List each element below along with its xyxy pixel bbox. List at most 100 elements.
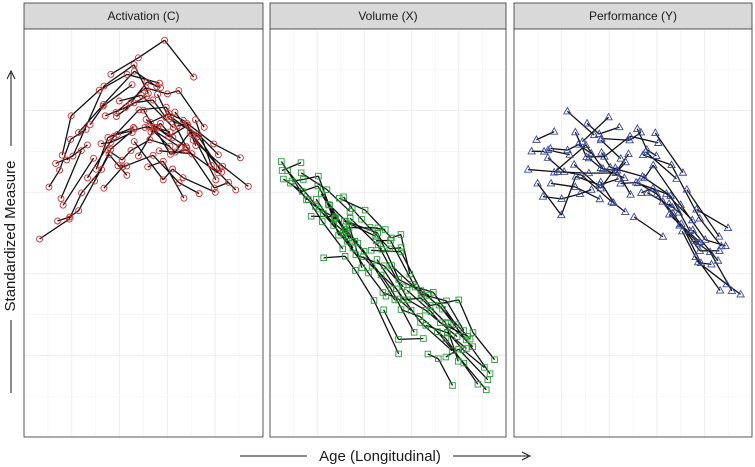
- data-point-square: [370, 297, 378, 304]
- trajectory-segment: [427, 353, 439, 360]
- data-point-square: [324, 201, 332, 208]
- trajectory-segment: [536, 182, 562, 216]
- data-point-circle: [75, 129, 82, 137]
- panel-grid: [269, 28, 507, 438]
- trajectory-segment: [542, 195, 562, 200]
- data-point-circle: [176, 143, 184, 151]
- data-point-circle: [63, 156, 71, 164]
- data-point-circle: [145, 122, 152, 130]
- trajectory-segment: [89, 105, 104, 126]
- data-point-square: [397, 248, 405, 255]
- trajectory-segment: [681, 230, 699, 263]
- data-point-triangle: [715, 285, 725, 294]
- data-point-triangle: [668, 208, 678, 217]
- trajectory-segment: [61, 115, 72, 156]
- data-point-triangle: [695, 213, 705, 222]
- data-point-square: [361, 206, 369, 214]
- data-point-square: [326, 201, 333, 209]
- trajectory-segment: [420, 297, 446, 323]
- data-point-square: [372, 233, 379, 240]
- data-point-square: [339, 230, 347, 237]
- data-point-square: [318, 218, 326, 225]
- data-point-square: [397, 306, 405, 313]
- trajectory-segment: [377, 232, 400, 280]
- trajectory-segment: [550, 182, 576, 188]
- data-point-circle: [128, 129, 136, 137]
- trajectory-segment: [321, 221, 344, 250]
- trajectory-segment: [300, 172, 328, 191]
- data-point-square: [407, 307, 415, 314]
- data-point-circle: [149, 151, 157, 159]
- trajectory-segment: [709, 251, 733, 292]
- data-point-triangle: [715, 246, 724, 254]
- data-point-circle: [107, 70, 115, 78]
- data-point-circle: [195, 190, 203, 198]
- trajectory-segment: [167, 89, 179, 95]
- data-point-triangle: [527, 146, 537, 155]
- data-point-triangle: [652, 189, 662, 198]
- data-point-circle: [169, 165, 177, 173]
- data-point-circle: [156, 79, 163, 87]
- data-point-triangle: [570, 182, 580, 190]
- trajectory-segment: [152, 99, 167, 118]
- data-point-square: [330, 215, 338, 223]
- data-point-circle: [211, 188, 219, 196]
- trajectory-segment: [573, 164, 602, 189]
- trajectory-segment: [182, 119, 215, 145]
- data-point-square: [416, 313, 424, 320]
- trajectory-segment: [364, 209, 392, 239]
- data-point-square: [426, 302, 434, 309]
- data-point-circle: [175, 179, 183, 187]
- trajectory-segment: [586, 122, 600, 135]
- data-point-circle: [135, 106, 143, 114]
- trajectory-segment: [652, 164, 682, 206]
- data-point-triangle: [736, 289, 746, 298]
- trajectory-segment: [103, 64, 135, 87]
- data-point-triangle: [629, 212, 639, 221]
- trajectory-segment: [39, 218, 70, 240]
- trajectory-segment: [642, 154, 672, 166]
- data-point-circle: [114, 162, 122, 170]
- trajectory-segment: [339, 197, 366, 211]
- data-point-square: [474, 380, 482, 388]
- data-point-square: [340, 193, 347, 201]
- panel-1: Activation (C): [23, 2, 264, 438]
- data-point-triangle: [636, 127, 646, 136]
- data-point-circle: [173, 122, 181, 130]
- data-point-square: [336, 195, 343, 202]
- data-point-triangle: [569, 159, 579, 168]
- trajectory-segment: [577, 144, 592, 154]
- data-point-triangle: [577, 170, 586, 179]
- data-point-triangle: [677, 226, 687, 235]
- trajectory-segment: [133, 141, 164, 181]
- data-point-circle: [163, 90, 171, 98]
- data-point-triangle: [674, 207, 684, 216]
- data-point-triangle: [549, 167, 559, 176]
- data-point-triangle: [672, 174, 681, 182]
- trajectory-segment: [669, 195, 691, 232]
- data-point-square: [358, 216, 365, 223]
- data-point-circle: [144, 163, 152, 171]
- trajectory-segment: [420, 321, 453, 352]
- data-point-circle: [69, 152, 77, 160]
- data-point-circle: [156, 119, 164, 127]
- data-point-square: [280, 175, 287, 183]
- data-point-square: [484, 376, 492, 384]
- trajectory-segment: [699, 218, 722, 247]
- trajectory-segment: [178, 90, 205, 128]
- trajectory-segment: [726, 283, 742, 295]
- data-point-circle: [130, 61, 138, 69]
- data-point-triangle: [616, 153, 626, 162]
- data-point-triangle: [620, 173, 629, 182]
- data-point-triangle: [640, 173, 649, 182]
- data-point-triangle: [721, 241, 730, 249]
- data-point-square: [417, 294, 425, 302]
- data-point-square: [367, 247, 375, 254]
- data-point-triangle: [616, 178, 625, 187]
- data-point-circle: [92, 165, 100, 173]
- data-point-circle: [128, 81, 136, 89]
- data-point-triangle: [595, 194, 605, 203]
- data-point-square: [342, 217, 350, 225]
- data-point-circle: [90, 154, 97, 162]
- data-point-circle: [45, 183, 53, 191]
